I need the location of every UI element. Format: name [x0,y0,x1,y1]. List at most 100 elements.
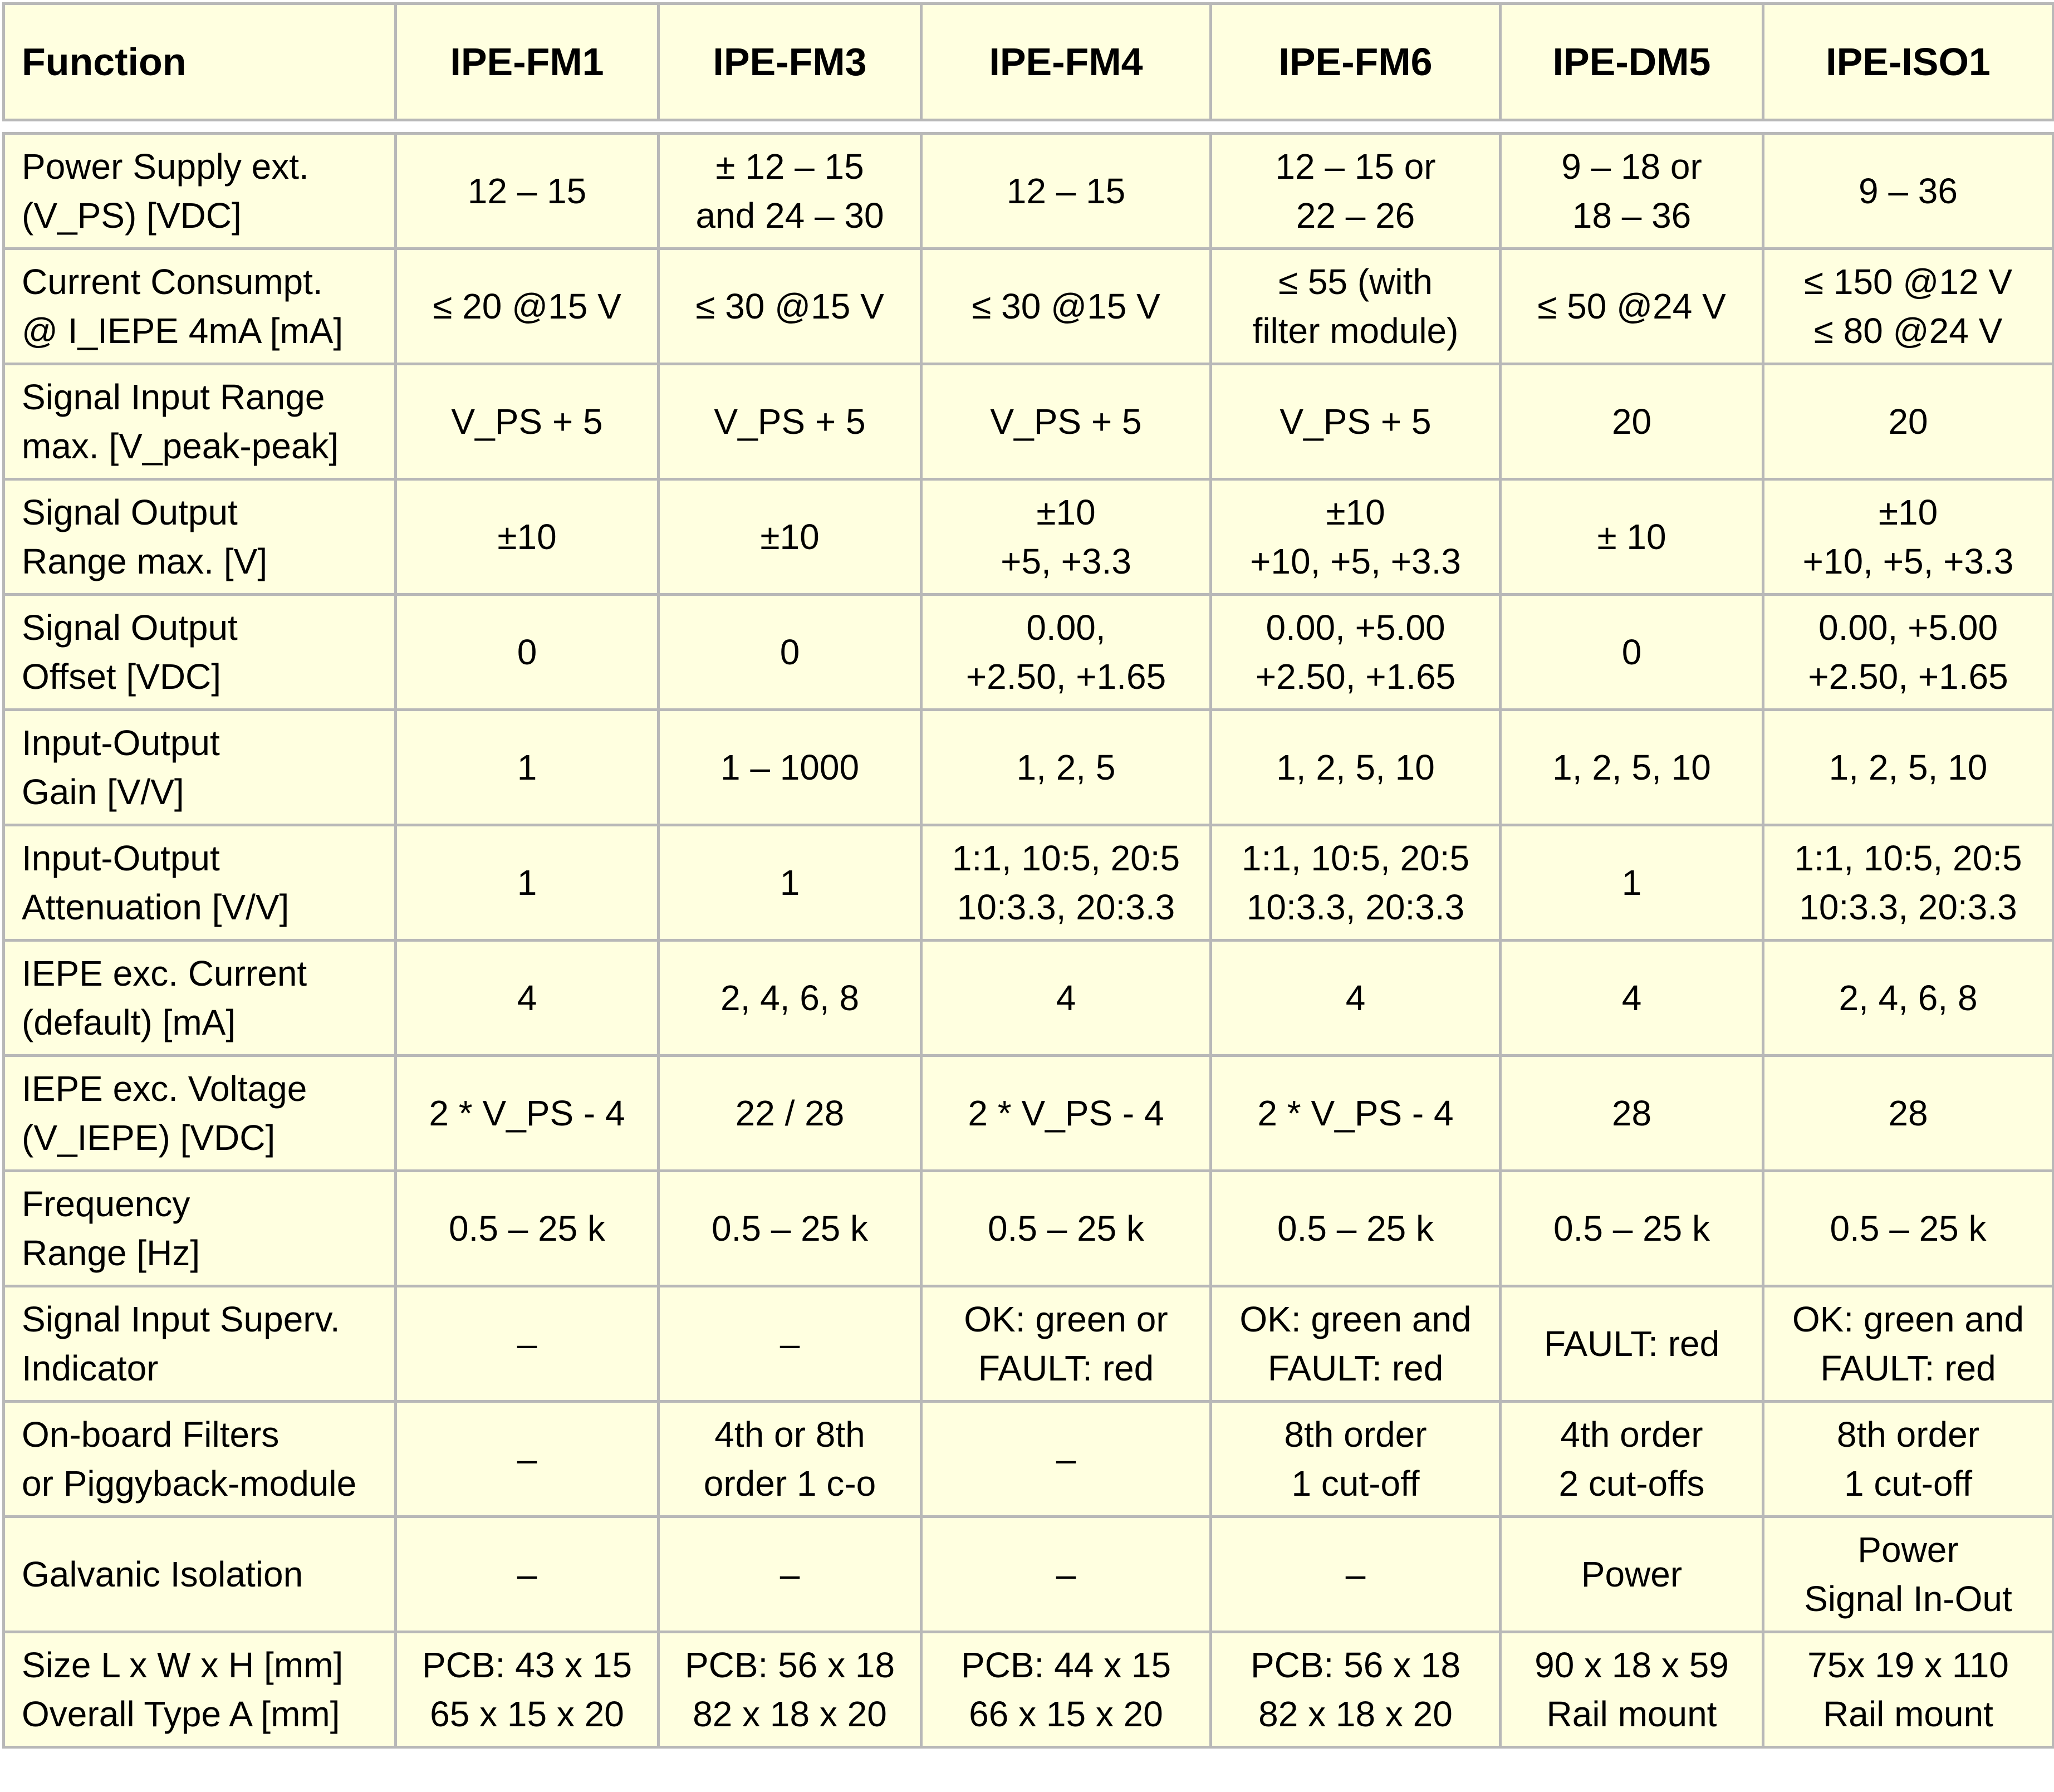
table-cell: ±10 +10, +5, +3.3 [1209,478,1502,596]
cell-value: 9 – 36 [1859,171,1958,211]
cell-value: 0 [517,632,537,672]
table-cell: 1 – 1000 [657,708,923,826]
table-cell: 0.5 – 25 k [1762,1169,2054,1287]
cell-value: 20 [1888,402,1928,442]
table-cell: 1, 2, 5 [920,708,1212,826]
table-cell: 4th order 2 cut-offs [1499,1400,1764,1518]
cell-value: FAULT: red [1543,1324,1720,1364]
row-label: Input-Output Attenuation [V/V] [2,824,397,942]
cell-value: +2.50, +1.65 [965,657,1166,697]
cell-value: 0.00, +5.00 [1818,608,1998,648]
table-row: Current Consumpt. @ I_IEPE 4mA [mA] ≤ 20 @… [2,247,2054,365]
table-cell: 1, 2, 5, 10 [1209,708,1502,826]
table-cell: 12 – 15 [920,132,1212,250]
cell-value: +2.50, +1.65 [1808,657,2008,697]
table-cell: V_PS + 5 [920,363,1212,481]
table-cell: – [657,1515,923,1633]
cell-value: +10, +5, +3.3 [1250,541,1461,581]
table-cell: 1:1, 10:5, 20:5 10:3.3, 20:3.3 [1762,824,2054,942]
cell-value: 90 x 18 x 59 [1535,1645,1729,1685]
cell-value: 0.5 – 25 k [711,1208,869,1248]
cell-value: 2, 4, 6, 8 [1839,978,1978,1018]
table-cell: 12 – 15 [394,132,660,250]
cell-value: FAULT: red [978,1348,1154,1388]
table-row: IEPE exc. Current (default) [mA] 4 2, 4, 6,… [2,939,2054,1057]
table-row: Size L x W x H [mm] Overall Type A [mm] PC… [2,1631,2054,1749]
table-cell: 0 [657,593,923,711]
cell-value: ±10 [1878,492,1938,532]
table-cell: ≤ 30 @15 V [657,247,923,365]
row-label: IEPE exc. Current (default) [mA] [2,939,397,1057]
table-cell: 0.5 – 25 k [1209,1169,1502,1287]
cell-value: 1 – 1000 [720,747,860,787]
cell-value: 12 – 15 or [1275,146,1436,187]
cell-value: – [780,1324,800,1364]
cell-value: 12 – 15 [467,171,587,211]
table-row: Power Supply ext. (V_PS) [VDC] 12 – 15 ± 12… [2,132,2054,250]
table-row: Signal Output Offset [VDC] 0 0 0.00, +2.50, +… [2,593,2054,711]
cell-value: 82 x 18 x 20 [693,1694,887,1734]
table-cell: 22 / 28 [657,1054,923,1172]
cell-value: 2 cut-offs [1558,1463,1705,1504]
row-label-line: Indicator [22,1348,159,1388]
table-cell: 0.5 – 25 k [657,1169,923,1287]
row-label-line: @ I_IEPE 4mA [mA] [22,311,344,351]
cell-value: ±10 [497,517,557,557]
table-cell: ≤ 50 @24 V [1499,247,1764,365]
table-cell: 1 [394,708,660,826]
table-cell: – [1209,1515,1502,1633]
cell-value: Signal In-Out [1804,1579,2012,1619]
cell-value: PCB: 56 x 18 [684,1645,895,1685]
cell-value: +10, +5, +3.3 [1802,541,2014,581]
row-label-line: max. [V_peak-peak] [22,426,339,466]
table-cell: 2 * V_PS - 4 [920,1054,1212,1172]
cell-value: – [1056,1554,1076,1594]
row-label: Galvanic Isolation [2,1515,397,1633]
cell-value: 65 x 15 x 20 [430,1694,624,1734]
row-label: Power Supply ext. (V_PS) [VDC] [2,132,397,250]
cell-value: 1, 2, 5, 10 [1276,747,1435,787]
cell-value: PCB: 43 x 15 [421,1645,633,1685]
cell-value: 82 x 18 x 20 [1258,1694,1453,1734]
cell-value: +2.50, +1.65 [1255,657,1456,697]
row-label-line: Range max. [V] [22,541,268,581]
table-cell: 2, 4, 6, 8 [657,939,923,1057]
row-label-line: Signal Output [22,608,238,648]
row-label: Frequency Range [Hz] [2,1169,397,1287]
table-cell: PCB: 56 x 18 82 x 18 x 20 [1209,1631,1502,1749]
cell-value: filter module) [1252,311,1459,351]
table-cell: – [394,1285,660,1403]
cell-value: ≤ 30 @15 V [695,286,884,326]
cell-value: V_PS + 5 [714,402,866,442]
cell-value: 1 [1621,863,1642,903]
cell-value: 4 [1056,978,1076,1018]
table-cell: 28 [1499,1054,1764,1172]
cell-value: – [1345,1554,1366,1594]
cell-value: 1:1, 10:5, 20:5 [1794,838,2022,878]
table-cell: 2 * V_PS - 4 [1209,1054,1502,1172]
header-model: IPE-FM1 [394,2,660,121]
cell-value: 4 [517,978,537,1018]
table-cell: ≤ 55 (with filter module) [1209,247,1502,365]
cell-value: 18 – 36 [1572,195,1692,236]
table-cell: ± 12 – 15 and 24 – 30 [657,132,923,250]
table-cell: ±10 +5, +3.3 [920,478,1212,596]
row-label-line: Gain [V/V] [22,772,184,812]
table-row: Input-Output Attenuation [V/V] 1 1 1:1, 10:5… [2,824,2054,942]
cell-value: Rail mount [1546,1694,1717,1734]
header-model: IPE-FM3 [657,2,923,121]
header-model: IPE-DM5 [1499,2,1764,121]
cell-value: 4th or 8th [714,1414,865,1455]
table-cell: 4 [1209,939,1502,1057]
cell-value: Rail mount [1823,1694,1993,1734]
cell-value: ≤ 30 @15 V [972,286,1160,326]
cell-value: V_PS + 5 [451,402,603,442]
cell-value: 8th order [1284,1414,1427,1455]
table-cell: ±10 [657,478,923,596]
table-cell: 9 – 36 [1762,132,2054,250]
cell-value: 4 [1621,978,1642,1018]
cell-value: 1 [517,863,537,903]
cell-value: 0.00, +5.00 [1266,608,1445,648]
cell-value: 2 * V_PS - 4 [429,1093,625,1133]
cell-value: – [780,1554,800,1594]
